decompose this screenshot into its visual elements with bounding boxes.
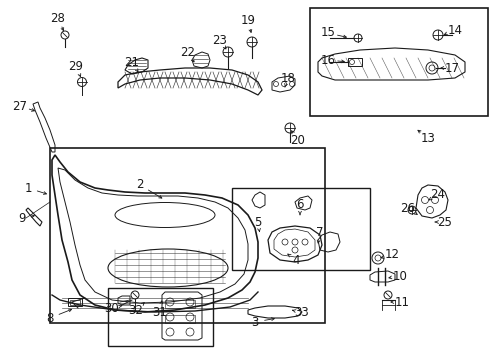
Text: 29: 29	[69, 59, 83, 72]
Bar	[232, 188, 370, 270]
Text: 18: 18	[281, 72, 295, 85]
Text: 32: 32	[128, 303, 144, 316]
Bar	[165, 300, 195, 308]
Text: 13: 13	[420, 131, 436, 144]
Bar	[310, 8, 488, 116]
Text: 16: 16	[320, 54, 336, 67]
Text: 19: 19	[241, 13, 255, 27]
Text: 20: 20	[291, 134, 305, 147]
Text: 33: 33	[294, 306, 309, 320]
Text: 1: 1	[24, 181, 32, 194]
Text: 4: 4	[292, 253, 300, 266]
Text: 28: 28	[50, 12, 66, 24]
Text: 25: 25	[438, 216, 452, 229]
Text: 22: 22	[180, 45, 196, 58]
Text: 3: 3	[251, 315, 259, 328]
Text: 24: 24	[431, 188, 445, 201]
Bar	[70, 300, 80, 305]
Text: 10: 10	[392, 270, 408, 283]
Text: 2: 2	[136, 179, 144, 192]
Text: 6: 6	[296, 198, 304, 211]
Text: 31: 31	[152, 306, 168, 319]
Text: 26: 26	[400, 202, 416, 215]
Bar	[108, 288, 213, 346]
Text: 9: 9	[18, 211, 26, 225]
Text: 27: 27	[13, 99, 27, 112]
Text: 23: 23	[213, 33, 227, 46]
Text: 12: 12	[385, 248, 399, 261]
Text: 11: 11	[394, 296, 410, 309]
Text: 21: 21	[124, 55, 140, 68]
Text: 5: 5	[254, 216, 262, 229]
Text: 17: 17	[444, 62, 460, 75]
Text: 30: 30	[105, 302, 120, 315]
Bar	[348, 58, 362, 66]
Bar	[50, 148, 325, 323]
Bar	[165, 315, 195, 323]
Bar	[68, 298, 82, 306]
Text: 14: 14	[447, 23, 463, 36]
Text: 8: 8	[47, 311, 54, 324]
Text: 7: 7	[316, 225, 324, 238]
Text: 15: 15	[320, 27, 336, 40]
